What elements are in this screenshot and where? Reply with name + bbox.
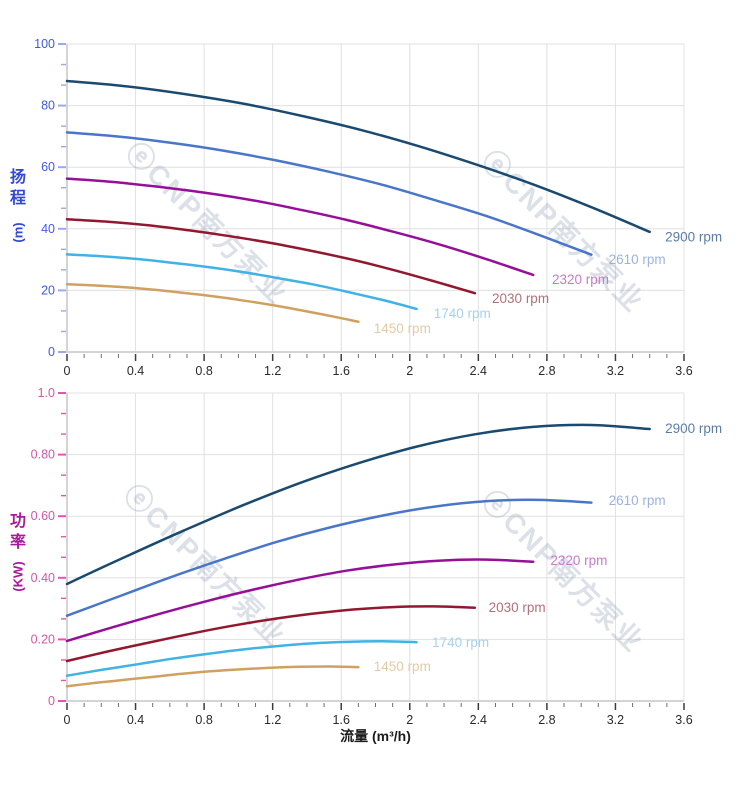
y-tick-label: 40 [41, 222, 55, 236]
x-tick-label: 1.2 [264, 713, 281, 727]
y-tick-label: 100 [34, 37, 55, 51]
curve-label-1450-rpm: 1450 rpm [374, 321, 431, 336]
curve-2900-rpm [65, 423, 651, 586]
x-tick-label: 2.4 [470, 364, 487, 378]
head-axis-unit-wrap: (m) [5, 214, 31, 252]
x-tick-label: 3.2 [607, 364, 624, 378]
head-axis-unit: (m) [10, 222, 26, 243]
curve-1740-rpm [65, 253, 418, 311]
x-tick-label: 1.6 [333, 364, 350, 378]
curve-1450-rpm [65, 282, 360, 324]
curve-label-2320-rpm: 2320 rpm [552, 272, 609, 287]
curve-label-1450-rpm: 1450 rpm [374, 659, 431, 674]
x-tick-label: 2.4 [470, 713, 487, 727]
y-tick-label: 0.80 [31, 448, 55, 462]
x-tick-label: 3.2 [607, 713, 624, 727]
watermark: ⓔCNP南方泵业 [120, 136, 295, 311]
x-tick-label: 2 [406, 713, 413, 727]
watermark: ⓔCNP南方泵业 [476, 484, 651, 659]
x-tick-label: 1.2 [264, 364, 281, 378]
x-tick-label: 0 [64, 364, 71, 378]
x-tick-label: 3.6 [675, 364, 692, 378]
curve-label-2900-rpm: 2900 rpm [665, 230, 722, 245]
x-tick-label: 1.6 [333, 713, 350, 727]
y-tick-label: 60 [41, 160, 55, 174]
curve-2610-rpm [65, 131, 593, 256]
curve-label-2030-rpm: 2030 rpm [492, 291, 549, 306]
curve-label-1740-rpm: 1740 rpm [432, 635, 489, 650]
y-tick-label: 0.20 [31, 632, 55, 646]
y-tick-label: 1.0 [38, 386, 55, 400]
flow-axis-title: 流量 (m³/h) [340, 728, 411, 744]
power-axis-title-text: 功率 [9, 513, 26, 551]
y-tick-label: 80 [41, 99, 55, 113]
x-tick-label: 2.8 [538, 713, 555, 727]
power-axis-unit-wrap: (KW) [5, 558, 31, 596]
curve-1740-rpm [65, 639, 418, 677]
y-tick-label: 20 [41, 283, 55, 297]
power-axis-title: 功率 (KW) [5, 512, 31, 596]
x-tick-label: 2.8 [538, 364, 555, 378]
x-tick-label: 2 [406, 364, 413, 378]
curve-label-2030-rpm: 2030 rpm [489, 600, 546, 615]
x-tick-label: 0.4 [127, 713, 144, 727]
y-tick-label: 0.40 [31, 571, 55, 585]
x-tick-label: 0.4 [127, 364, 144, 378]
head-axis-title: 扬程 (m) [5, 168, 31, 252]
curve-label-1740-rpm: 1740 rpm [434, 306, 491, 321]
curve-2320-rpm [65, 177, 535, 277]
curve-2610-rpm [65, 498, 593, 617]
head-axis-title-text: 扬程 [9, 169, 26, 207]
y-tick-label: 0.60 [31, 509, 55, 523]
x-tick-label: 0.8 [195, 364, 212, 378]
curve-label-2320-rpm: 2320 rpm [550, 553, 607, 568]
curve-label-2610-rpm: 2610 rpm [609, 493, 666, 508]
curve-label-2610-rpm: 2610 rpm [609, 252, 666, 267]
curve-2900-rpm [65, 79, 651, 234]
x-tick-label: 0.8 [195, 713, 212, 727]
curve-1450-rpm [65, 665, 360, 688]
curve-label-2900-rpm: 2900 rpm [665, 421, 722, 436]
curve-2320-rpm [65, 558, 535, 643]
curve-2030-rpm [65, 218, 477, 295]
x-tick-label: 0 [64, 713, 71, 727]
y-tick-label: 0 [48, 345, 55, 359]
y-tick-label: 0 [48, 694, 55, 708]
curve-2030-rpm [65, 605, 477, 663]
power-axis-unit: (KW) [10, 561, 26, 592]
x-tick-label: 3.6 [675, 713, 692, 727]
